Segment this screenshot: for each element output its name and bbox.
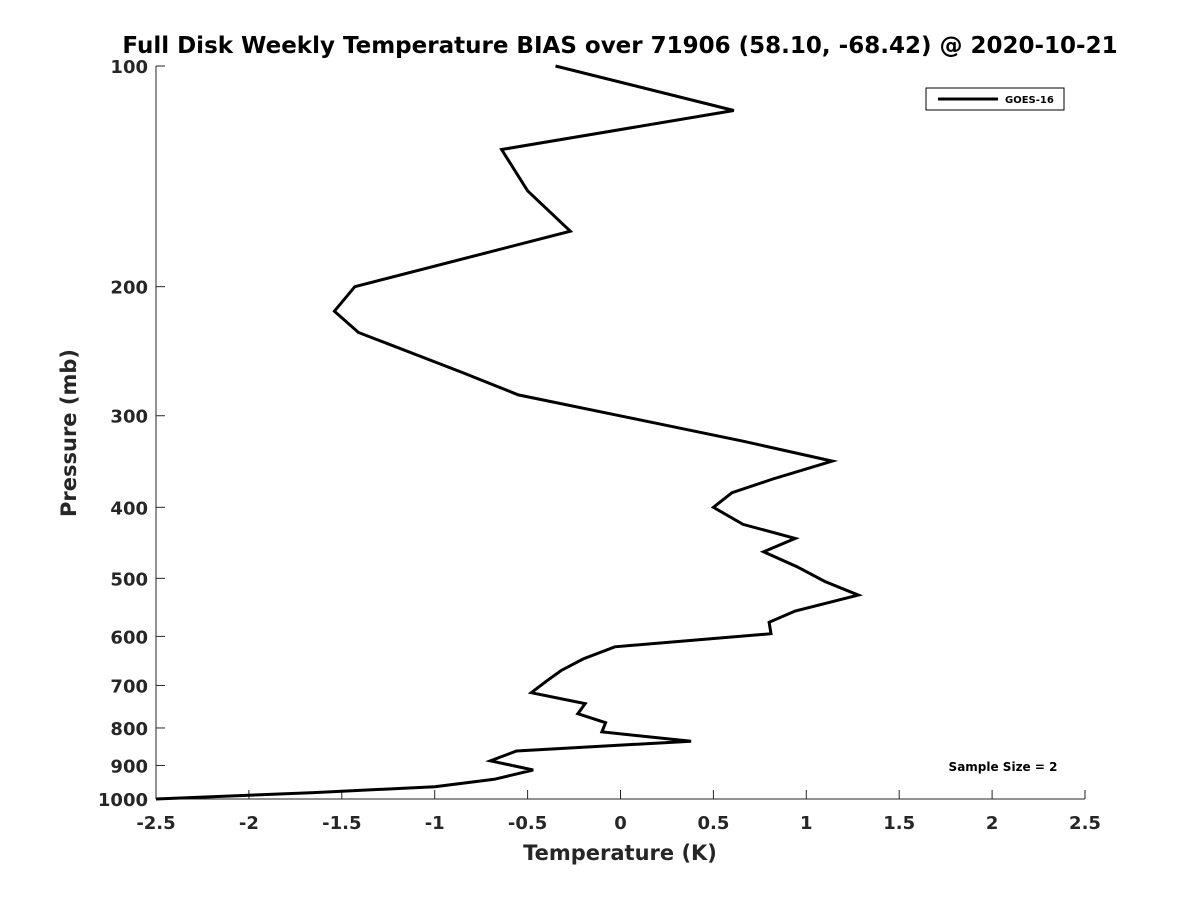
y-tick-label: 200	[110, 278, 148, 299]
x-tick-label: 0	[614, 813, 627, 834]
series-line-goes16	[155, 64, 864, 801]
x-tick-label: 2.5	[1069, 813, 1101, 834]
x-tick-label: 1.5	[883, 813, 915, 834]
x-tick-label: -0.5	[508, 813, 547, 834]
x-ticks: -2.5 -2 -1.5 -1 -0.5 0 0.5 1 1.5 2 2.5	[136, 790, 1101, 834]
y-tick-label: 500	[110, 569, 148, 590]
x-tick-label: 0.5	[697, 813, 729, 834]
sample-size-annotation: Sample Size = 2	[949, 760, 1058, 774]
y-tick-label: 100	[110, 57, 148, 78]
legend: GOES-16	[925, 87, 1065, 111]
y-tick-label: 400	[110, 498, 148, 519]
chart-title: Full Disk Weekly Temperature BIAS over 7…	[122, 33, 1117, 59]
y-tick-label: 700	[110, 676, 148, 697]
y-ticks: 100 200 300 400 500 600 700 800 900 1000	[98, 57, 165, 811]
legend-label: GOES-16	[1005, 95, 1054, 106]
x-tick-label: 2	[986, 813, 999, 834]
x-tick-label: -1.5	[322, 813, 361, 834]
x-tick-label: 1	[800, 813, 813, 834]
y-tick-label: 600	[110, 627, 148, 648]
x-tick-label: -2.5	[136, 813, 175, 834]
x-tick-label: -1	[425, 813, 445, 834]
y-tick-label: 300	[110, 407, 148, 428]
x-tick-label: -2	[239, 813, 259, 834]
y-tick-label: 800	[110, 719, 148, 740]
y-tick-label: 1000	[98, 790, 148, 811]
y-axis-label: Pressure (mb)	[57, 349, 81, 517]
x-axis-label: Temperature (K)	[523, 841, 717, 865]
y-tick-label: 900	[110, 756, 148, 777]
